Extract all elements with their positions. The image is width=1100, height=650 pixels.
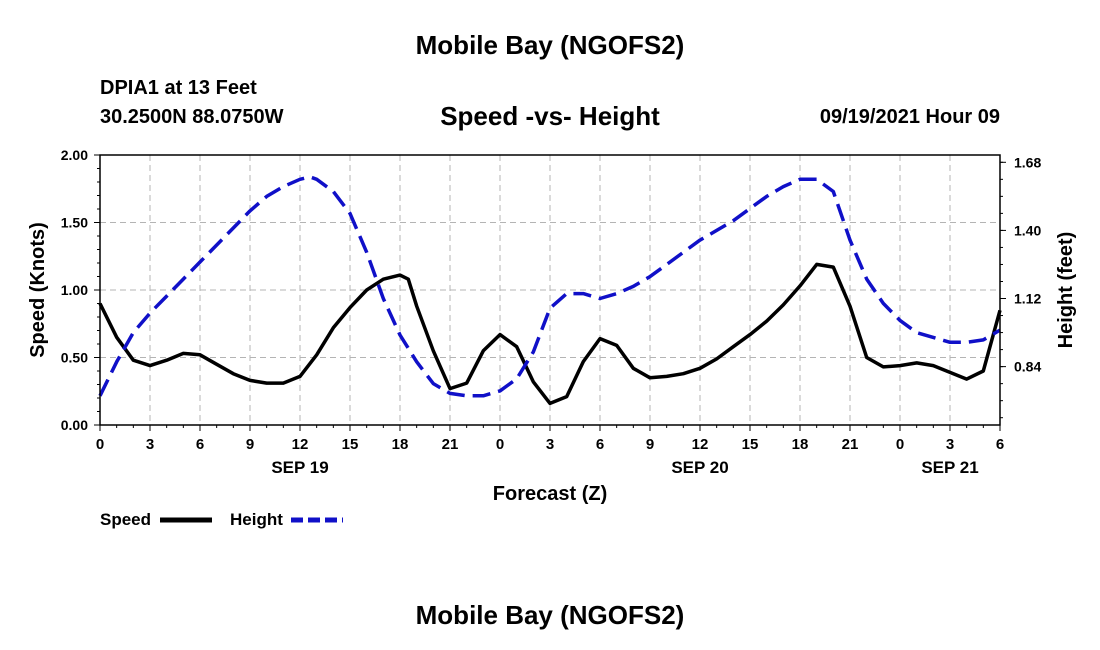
y2-tick-label: 1.40 <box>1014 222 1041 238</box>
datetime-label: 09/19/2021 Hour 09 <box>819 106 1000 128</box>
x-tick-label: 3 <box>546 436 554 453</box>
legend-height-label: Height <box>230 510 283 529</box>
figure-title: Mobile Bay (NGOFS2) <box>415 30 685 60</box>
x-axis-title: Forecast (Z) <box>493 483 607 505</box>
series-layer <box>98 175 1002 406</box>
y-tick-label: 1.50 <box>61 215 88 231</box>
y-tick-label: 0.50 <box>61 350 88 366</box>
height-series-line <box>98 175 1001 398</box>
x-tick-label: 3 <box>946 436 954 453</box>
x-tick-label: 21 <box>442 436 459 453</box>
x-tick-label: 0 <box>896 436 904 453</box>
footer-title: Mobile Bay (NGOFS2) <box>415 600 685 630</box>
x-tick-label: 0 <box>96 436 104 453</box>
x-tick-label: 15 <box>742 436 759 453</box>
y-tick-label: 0.00 <box>61 417 88 433</box>
date-label: SEP 21 <box>921 458 978 477</box>
x-tick-label: 18 <box>792 436 809 453</box>
speed-series-line <box>98 262 1002 406</box>
coordinates-label: 30.2500N 88.0750W <box>100 106 284 128</box>
y-tick-label: 1.00 <box>61 282 88 298</box>
legend: Speed Height <box>100 510 343 529</box>
x-tick-label: 12 <box>292 436 309 453</box>
y2-tick-label: 0.84 <box>1014 359 1041 375</box>
date-label: SEP 20 <box>671 458 728 477</box>
legend-speed-label: Speed <box>100 510 151 529</box>
x-tick-label: 6 <box>996 436 1004 453</box>
y2-tick-label: 1.12 <box>1014 291 1041 307</box>
y2-axis-title: Height (feet) <box>1055 232 1077 349</box>
x-tick-label: 15 <box>342 436 359 453</box>
x-tick-label: 21 <box>842 436 859 453</box>
x-tick-label: 3 <box>146 436 154 453</box>
x-tick-label: 0 <box>496 436 504 453</box>
x-tick-label: 12 <box>692 436 709 453</box>
x-tick-label: 18 <box>392 436 409 453</box>
y-tick-label: 2.00 <box>61 147 88 163</box>
plot-title: Speed -vs- Height <box>440 101 660 131</box>
date-label: SEP 19 <box>271 458 328 477</box>
x-tick-label: 6 <box>596 436 604 453</box>
y2-tick-label: 1.68 <box>1014 154 1041 170</box>
station-label: DPIA1 at 13 Feet <box>100 77 257 99</box>
grid-layer <box>100 155 1000 425</box>
x-tick-label: 9 <box>246 436 254 453</box>
y-axis-title: Speed (Knots) <box>27 222 49 358</box>
x-tick-label: 9 <box>646 436 654 453</box>
axis-layer: 0 3 6 9 12 15 18 21 0 3 6 9 12 15 18 21 0 3 6 0.00 0.50 1.00 1… <box>61 147 1042 477</box>
x-tick-label: 6 <box>196 436 204 453</box>
